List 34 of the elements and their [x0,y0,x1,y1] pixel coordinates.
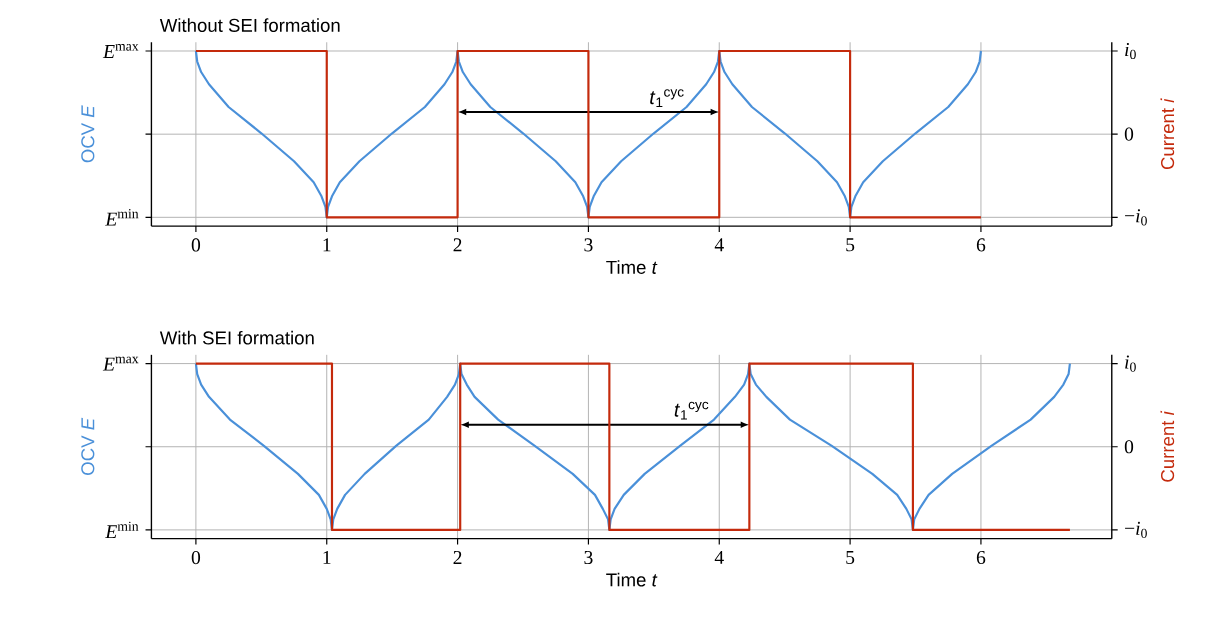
text: E$^{min}$ [105,521,139,538]
x-tick-label: 1 [323,238,331,252]
y-axis-title: OCV E [81,417,95,475]
y2-axis-title: Current i [1160,410,1175,482]
x-tick-label: 5 [846,550,855,564]
chart-title: With SEI formation [159,330,314,345]
x-axis-title: Time t [606,260,658,274]
x-tick-label: 0 [191,550,201,565]
text: 0 [1124,440,1134,454]
y-axis-title: OCV E [81,105,95,163]
x-tick-label: 1 [323,550,331,564]
text: −i$_{0}$ [1125,521,1147,538]
annotation: t$_{1}$cyc [650,89,684,107]
text: E$^{max}$ [102,356,139,371]
annotation: t$_{1}$cyc [674,401,709,420]
x-tick-label: 3 [584,550,593,564]
x-tick-label: 0 [191,238,201,252]
x-tick-label: 3 [584,238,593,252]
text: 0 [1124,127,1134,141]
x-axis-title: Time t [606,572,658,587]
x-tick-label: 4 [714,550,724,564]
x-tick-label: 4 [714,238,724,252]
x-tick-label: 6 [976,238,986,252]
text: E$^{max}$ [102,43,139,58]
chart-title: Without SEI formation [159,18,340,32]
x-tick-label: 5 [846,238,855,252]
x-tick-label: 2 [453,550,462,564]
text: i$_{0}$ [1125,42,1136,59]
text: i$_{0}$ [1125,355,1136,372]
y2-axis-title: Current i [1160,98,1175,169]
text: −i$_{0}$ [1125,209,1147,226]
text: E$^{min}$ [105,208,139,226]
x-tick-label: 6 [976,550,986,564]
x-tick-label: 2 [453,238,462,252]
